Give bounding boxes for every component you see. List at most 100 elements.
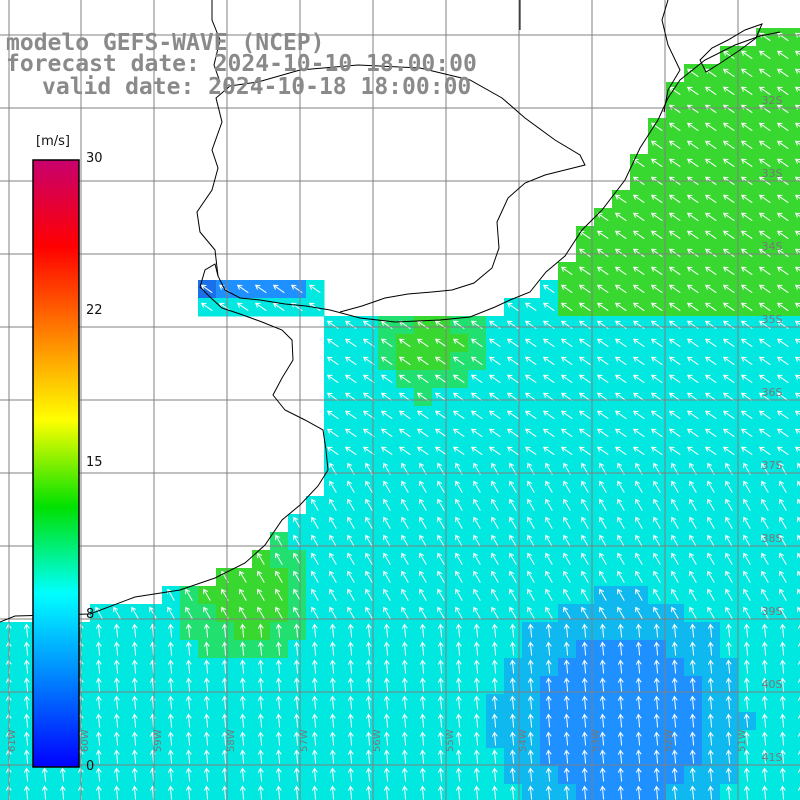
wind-arrow [599,713,606,728]
wind-arrow [185,659,192,674]
wind-arrow [470,446,483,456]
wind-arrow [434,428,447,438]
wind-arrow [686,194,699,204]
wind-arrow [776,302,789,312]
wind-arrow [686,410,699,420]
wind-arrow [797,498,800,505]
wind-arrow [401,516,409,529]
wind-arrow [347,534,355,547]
wind-arrow [563,713,570,728]
wind-arrow [758,302,771,312]
wind-arrow [599,534,607,547]
wind-arrow [581,498,589,511]
wind-arrow [239,641,246,656]
wind-arrow [581,731,588,746]
wind-arrow [758,86,771,96]
wind-arrow [689,659,696,674]
wind-arrow [668,428,681,438]
wind-arrow [704,356,717,366]
wind-arrow [113,659,120,674]
wind-arrow [455,641,462,656]
wind-arrow [473,677,480,692]
wind-arrow [722,122,735,132]
lon-label: 60W [80,729,91,752]
wind-arrow [797,768,800,773]
wind-arrow [581,677,588,692]
wind-speed-cell [792,226,800,245]
wind-arrow [671,659,678,674]
wind-arrow [725,552,733,565]
wind-arrow [383,749,390,764]
wind-arrow [437,767,444,782]
wind-arrow [95,606,103,619]
wind-arrow [635,480,643,493]
coastline-south-america [0,31,781,623]
wind-speed-cell [792,442,800,461]
wind-arrow [794,356,800,362]
wind-arrow [617,552,625,565]
wind-arrow [365,677,372,692]
wind-arrow [650,194,663,204]
wind-arrow [257,731,264,746]
wind-speed-cell [792,676,800,695]
wind-arrow [380,374,393,384]
wind-arrow [707,677,714,692]
wind-arrow [578,248,591,258]
wind-arrow [545,659,552,674]
wind-arrow [131,767,138,782]
wind-arrow [794,374,800,380]
wind-arrow [185,785,192,800]
wind-speed-cell [792,64,800,83]
wind-arrow [275,695,282,710]
wind-arrow [668,230,681,240]
wind-arrow [596,212,609,222]
wind-arrow [239,767,246,782]
wind-arrow [560,266,573,276]
wind-arrow [509,534,517,547]
wind-arrow [560,446,573,456]
wind-arrow [632,392,645,402]
wind-arrow [416,428,429,438]
wind-arrow [365,659,372,674]
wind-arrow [203,785,210,800]
wind-arrow [560,374,573,384]
wind-arrow [113,785,120,800]
wind-arrow [794,86,800,92]
wind-arrow [527,749,534,764]
wind-arrow [131,749,138,764]
wind-arrow [203,767,210,782]
wind-arrow [776,68,789,78]
wind-arrow [167,731,174,746]
wind-arrow [293,749,300,764]
wind-arrow [668,122,681,132]
wind-arrow [599,623,606,638]
wind-arrow [383,480,391,493]
wind-arrow [437,623,444,638]
wind-arrow [740,302,753,312]
wind-arrow [704,194,717,204]
wind-arrow [722,68,735,78]
wind-arrow [131,641,138,656]
wind-arrow [740,248,753,258]
wind-arrow [437,516,445,529]
wind-arrow [236,284,249,294]
wind-arrow [725,713,732,728]
wind-arrow [686,122,699,132]
wind-arrow [653,588,661,601]
wind-arrow [311,713,318,728]
wind-arrow [257,713,264,728]
wind-arrow [599,785,606,800]
wind-arrow [545,498,553,511]
wind-arrow [293,767,300,782]
wind-arrow [293,695,300,710]
wind-arrow [344,392,357,402]
wind-arrow [617,767,624,782]
wind-arrow [491,606,499,619]
wind-arrow [581,659,588,674]
wind-arrow [722,140,735,150]
wind-arrow [563,588,571,601]
wind-arrow [167,623,174,638]
wind-arrow [776,194,789,204]
wind-arrow [95,713,102,728]
wind-arrow [617,731,624,746]
